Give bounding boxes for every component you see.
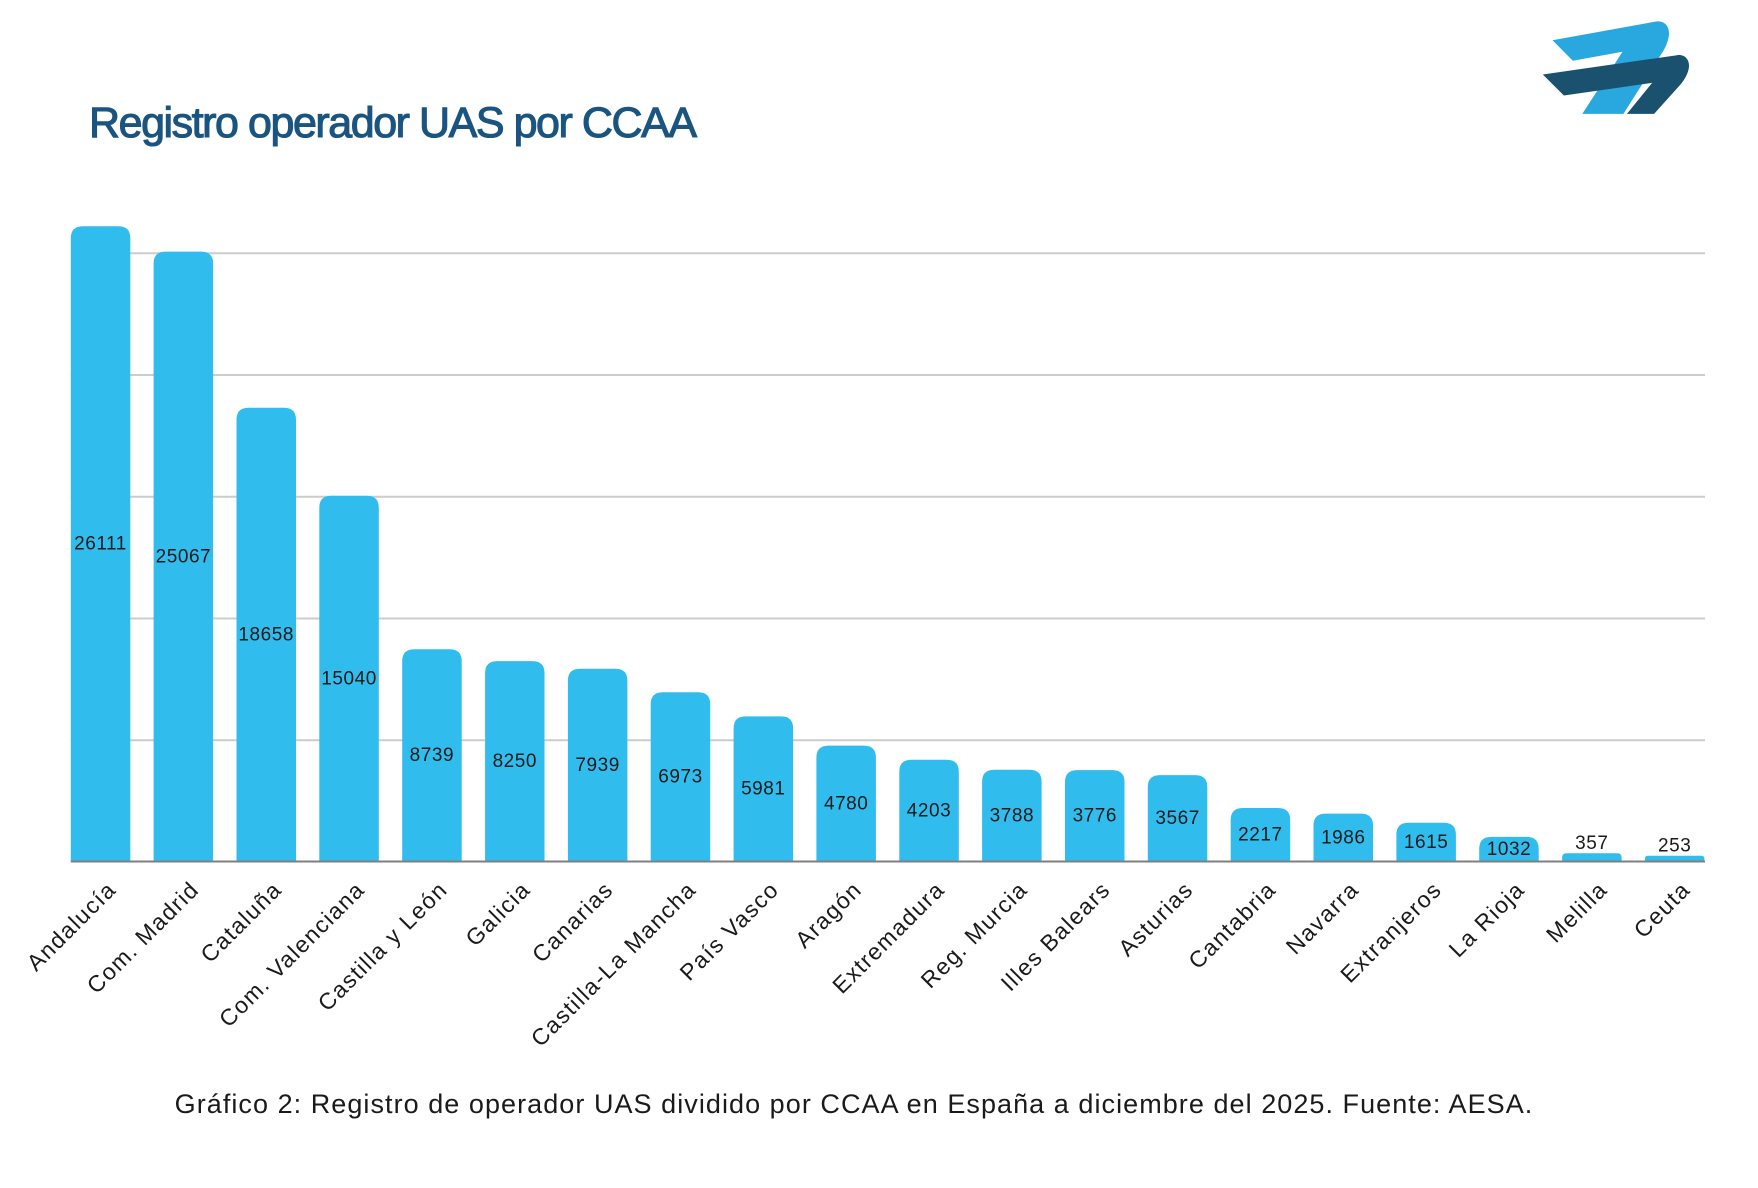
svg-text:5981: 5981 — [741, 779, 785, 800]
svg-text:357: 357 — [1575, 833, 1608, 854]
svg-text:8250: 8250 — [493, 751, 537, 772]
svg-text:3567: 3567 — [1155, 808, 1199, 829]
svg-text:8739: 8739 — [410, 745, 454, 766]
svg-text:6973: 6973 — [658, 767, 702, 788]
svg-text:4203: 4203 — [907, 800, 951, 821]
svg-text:18658: 18658 — [238, 624, 294, 645]
svg-text:1032: 1032 — [1487, 839, 1531, 860]
svg-text:Gráfico 2: Registro de operado: Gráfico 2: Registro de operador UAS divi… — [175, 1089, 1534, 1119]
svg-text:2217: 2217 — [1238, 825, 1282, 846]
svg-text:3776: 3776 — [1073, 806, 1117, 827]
svg-text:1615: 1615 — [1404, 832, 1448, 853]
svg-text:26111: 26111 — [74, 534, 127, 555]
svg-text:3788: 3788 — [990, 805, 1034, 826]
svg-text:4780: 4780 — [824, 793, 868, 814]
svg-text:15040: 15040 — [321, 668, 377, 689]
svg-text:7939: 7939 — [575, 755, 619, 776]
svg-text:253: 253 — [1658, 835, 1691, 856]
svg-text:25067: 25067 — [156, 546, 212, 567]
svg-text:Registro operador UAS por CCAA: Registro operador UAS por CCAA — [89, 99, 697, 147]
svg-text:1986: 1986 — [1321, 827, 1365, 848]
